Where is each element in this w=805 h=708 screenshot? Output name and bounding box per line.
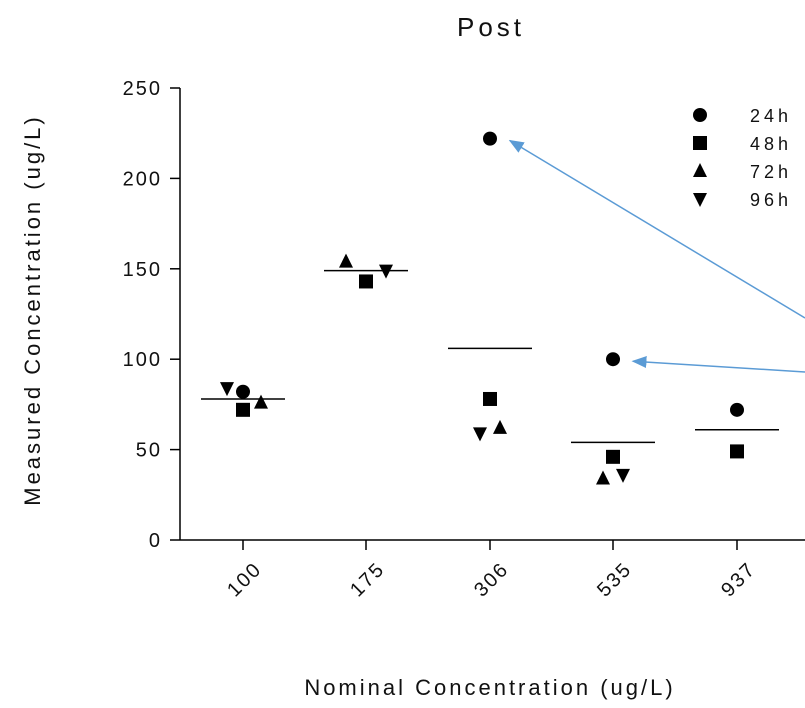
annotation-arrow <box>631 356 805 373</box>
x-tick-label: 937 <box>717 558 760 601</box>
annotation-arrows <box>508 139 805 373</box>
y-tick-label: 0 <box>149 530 162 552</box>
annotation-arrow <box>508 139 805 319</box>
legend: 24h 48h 72h 96h <box>693 106 792 210</box>
legend-marker-48h <box>693 136 707 150</box>
data-point-48h <box>483 391 497 406</box>
axes: 0 50 100 150 200 250 100 175 306 535 937 <box>123 78 805 601</box>
data-point-24h <box>606 352 620 367</box>
mean-lines <box>201 269 779 444</box>
data-point-24h <box>730 402 744 417</box>
y-tick-label: 150 <box>123 259 162 281</box>
y-tick-label: 50 <box>136 440 162 462</box>
y-tick-label: 100 <box>123 349 162 371</box>
y-axis-label: Measured Concentration (ug/L) <box>20 114 45 506</box>
x-axis-label: Nominal Concentration (ug/L) <box>304 675 675 700</box>
x-tick-label: 100 <box>223 558 266 601</box>
legend-marker-24h <box>693 108 707 122</box>
data-point-48h <box>359 274 373 289</box>
x-tick-label: 175 <box>346 558 389 601</box>
data-points <box>220 131 744 485</box>
x-tick-label: 535 <box>593 558 636 601</box>
data-point-24h <box>483 131 497 146</box>
data-point-72h <box>254 394 268 409</box>
data-point-96h <box>220 382 234 397</box>
data-point-48h <box>730 444 744 459</box>
y-tick-label: 250 <box>123 78 162 100</box>
legend-label: 48h <box>750 134 792 154</box>
legend-marker-96h <box>693 193 707 207</box>
legend-label: 24h <box>750 106 792 126</box>
data-point-72h <box>339 253 353 268</box>
data-point-72h <box>493 419 507 434</box>
chart-title: Post <box>457 12 525 42</box>
data-point-96h <box>616 468 630 483</box>
data-point-72h <box>596 470 610 485</box>
y-tick-label: 200 <box>123 168 162 190</box>
legend-label: 72h <box>750 162 792 182</box>
data-point-96h <box>473 427 487 442</box>
data-point-48h <box>606 449 620 464</box>
data-point-48h <box>236 402 250 417</box>
legend-marker-72h <box>693 163 707 177</box>
legend-label: 96h <box>750 190 792 210</box>
data-point-96h <box>379 264 393 279</box>
x-tick-label: 306 <box>470 558 513 601</box>
data-point-24h <box>236 384 250 399</box>
